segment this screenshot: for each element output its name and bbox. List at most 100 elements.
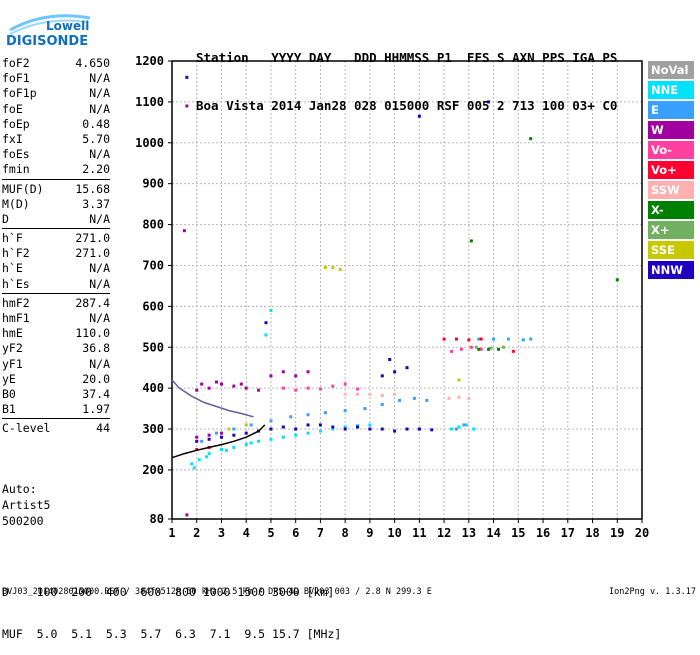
y-tick-label: 600 (142, 299, 164, 313)
x-tick-label: 7 (317, 526, 324, 540)
parameter-row: yF2 36.8 (2, 341, 110, 356)
echo-point (306, 423, 310, 427)
parameter-value: 271.0 (75, 246, 110, 261)
parameter-separator (2, 178, 110, 180)
echo-point (294, 374, 298, 378)
echo-point (331, 384, 335, 388)
parameter-row: M(D) 3.37 (2, 197, 110, 212)
echo-point (215, 431, 219, 435)
echo-point (462, 423, 466, 427)
echo-point (356, 387, 360, 391)
parameter-value: 1.97 (82, 402, 110, 417)
y-tick-label: 80 (150, 512, 164, 526)
echo-point (492, 337, 496, 341)
parameter-name: MUF(D) (2, 181, 44, 196)
echo-point (195, 447, 199, 451)
legend-entry: E (648, 101, 694, 119)
auto-code: 500200 (2, 514, 44, 528)
parameter-row: foEs N/A (2, 147, 110, 162)
parameter-name: h`F (2, 231, 23, 246)
echo-point (331, 425, 335, 429)
echo-point (281, 386, 285, 390)
x-tick-label: 6 (292, 526, 299, 540)
parameter-value: 271.0 (75, 231, 110, 246)
x-tick-label: 8 (342, 526, 349, 540)
legend-entry: X- (648, 201, 694, 219)
parameter-name: yE (2, 371, 16, 386)
y-tick-label: 500 (142, 340, 164, 354)
echo-point (393, 392, 397, 396)
legend-entry: X+ (648, 221, 694, 239)
echo-point (459, 347, 463, 351)
parameter-row: foF2 4.650 (2, 56, 110, 71)
echo-point (244, 386, 248, 390)
legend-entry: NoVal (648, 61, 694, 79)
echo-point (368, 423, 372, 427)
echo-point (207, 433, 211, 437)
parameter-value: 0.48 (82, 116, 110, 131)
echo-point (487, 347, 491, 351)
echo-point (264, 321, 268, 325)
parameter-name: h`E (2, 261, 23, 276)
chart-grid (172, 61, 642, 519)
echo-point (205, 455, 209, 459)
echo-point (469, 345, 473, 349)
echo-point (192, 466, 196, 470)
echo-point (269, 374, 273, 378)
echo-point (244, 431, 248, 435)
echo-point (306, 413, 310, 417)
echo-point (343, 382, 347, 386)
auto-label: Auto: (2, 482, 37, 496)
echo-point (323, 411, 327, 415)
y-tick-label: 900 (142, 177, 164, 191)
parameter-row: h`F2 271.0 (2, 246, 110, 261)
echo-point (447, 396, 451, 400)
logo-lowell-text: Lowell (46, 19, 89, 33)
parameter-name: M(D) (2, 196, 30, 211)
chart-marks (171, 75, 619, 517)
parameter-name: foF1 (2, 71, 30, 86)
echo-point (269, 419, 273, 423)
y-tick-label: 700 (142, 258, 164, 272)
echo-point (318, 423, 322, 427)
parameter-row: MUF(D) 15.68 (2, 182, 110, 197)
echo-point (318, 387, 322, 391)
echo-point (529, 337, 533, 341)
parameter-row: yE 20.0 (2, 372, 110, 387)
parameter-row: hmF1 N/A (2, 311, 110, 326)
parameter-panel: foF2 4.650 foF1 N/A foF1p N/A foE N/A foEp 0.48 fx… (2, 56, 110, 437)
echo-point (430, 428, 434, 432)
parameter-name: fxI (2, 131, 23, 146)
echo-point (244, 423, 248, 427)
parameter-name: yF2 (2, 341, 23, 356)
parameter-row: hmF2 287.4 (2, 296, 110, 311)
parameter-row: yF1 N/A (2, 357, 110, 372)
echo-point (306, 431, 310, 435)
parameter-value: N/A (89, 311, 110, 325)
header-labels: Station YYYY DAY DDD HHMMSS P1 FFS S AXN… (196, 50, 618, 65)
echo-point (363, 407, 367, 411)
echo-point (450, 427, 454, 431)
legend-entry: SSE (648, 241, 694, 259)
echo-point (457, 425, 461, 429)
echo-point (281, 425, 285, 429)
echo-point (207, 452, 211, 456)
x-tick-label: 17 (561, 526, 575, 540)
parameter-row: hmE 110.0 (2, 326, 110, 341)
x-tick-label: 9 (366, 526, 373, 540)
echo-point (197, 458, 201, 462)
echo-point (219, 382, 223, 386)
echo-point (323, 266, 327, 270)
echo-point (472, 427, 476, 431)
echo-point (200, 439, 204, 443)
echo-point (207, 386, 211, 390)
profile-trace (171, 379, 254, 418)
parameter-value: 3.37 (82, 196, 110, 211)
parameter-name: h`F2 (2, 246, 30, 261)
echo-point (368, 427, 372, 431)
echo-point (457, 378, 461, 382)
parameter-value: 287.4 (75, 295, 110, 310)
echo-point (489, 346, 493, 350)
legend-entry: Vo- (648, 141, 694, 159)
parameter-value: 37.4 (82, 386, 110, 401)
